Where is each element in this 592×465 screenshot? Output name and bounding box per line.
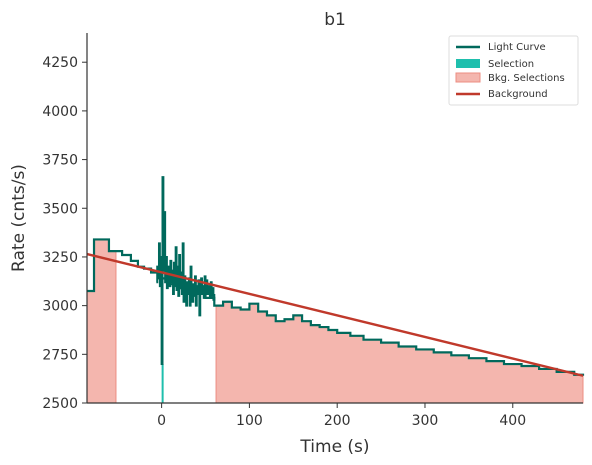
- y-axis-label: Rate (cnts/s): [9, 164, 29, 272]
- selection-layer: [161, 364, 164, 403]
- y-tick-label: 3750: [42, 153, 78, 169]
- x-ticks: 0 100 200 300 400: [157, 403, 526, 429]
- x-tick-label: 400: [499, 413, 526, 429]
- light-curve-burst: [156, 176, 216, 366]
- y-tick-label: 3250: [42, 250, 78, 266]
- y-tick-label: 3500: [42, 201, 78, 217]
- y-tick-label: 4000: [42, 104, 78, 120]
- light-curve-layer: [87, 176, 585, 376]
- x-tick-label: 200: [324, 413, 351, 429]
- chart-title: b1: [324, 10, 346, 30]
- legend-frame: [448, 35, 579, 106]
- y-ticks: 2500 2750 3000 3250 3500 3750 4000 4250: [42, 55, 87, 412]
- legend: Light Curve Selection Bkg. Selections Ba…: [448, 35, 579, 106]
- y-tick-label: 4250: [42, 55, 78, 71]
- background-layer: [86, 252, 584, 377]
- y-tick-label: 2750: [42, 347, 78, 363]
- legend-label-bkg-selections: Bkg. Selections: [488, 73, 565, 84]
- legend-label-selection: Selection: [488, 59, 534, 70]
- y-tick-label: 3000: [42, 299, 78, 315]
- x-axis-label: Time (s): [299, 437, 369, 457]
- legend-swatch-selection: [456, 59, 480, 68]
- legend-label-light-curve: Light Curve: [488, 42, 546, 53]
- bkg-selection-region-1: [215, 301, 584, 404]
- x-tick-label: 0: [157, 413, 166, 429]
- selection-region: [161, 364, 164, 403]
- bkg-selection-region-0: [86, 238, 117, 404]
- y-tick-label: 2500: [42, 396, 78, 412]
- x-tick-label: 300: [412, 413, 439, 429]
- x-tick-label: 100: [236, 413, 263, 429]
- light-curve-line: [87, 238, 585, 376]
- legend-label-background: Background: [488, 89, 548, 100]
- background-line: [86, 252, 584, 377]
- legend-swatch-bkg-selections: [455, 72, 481, 83]
